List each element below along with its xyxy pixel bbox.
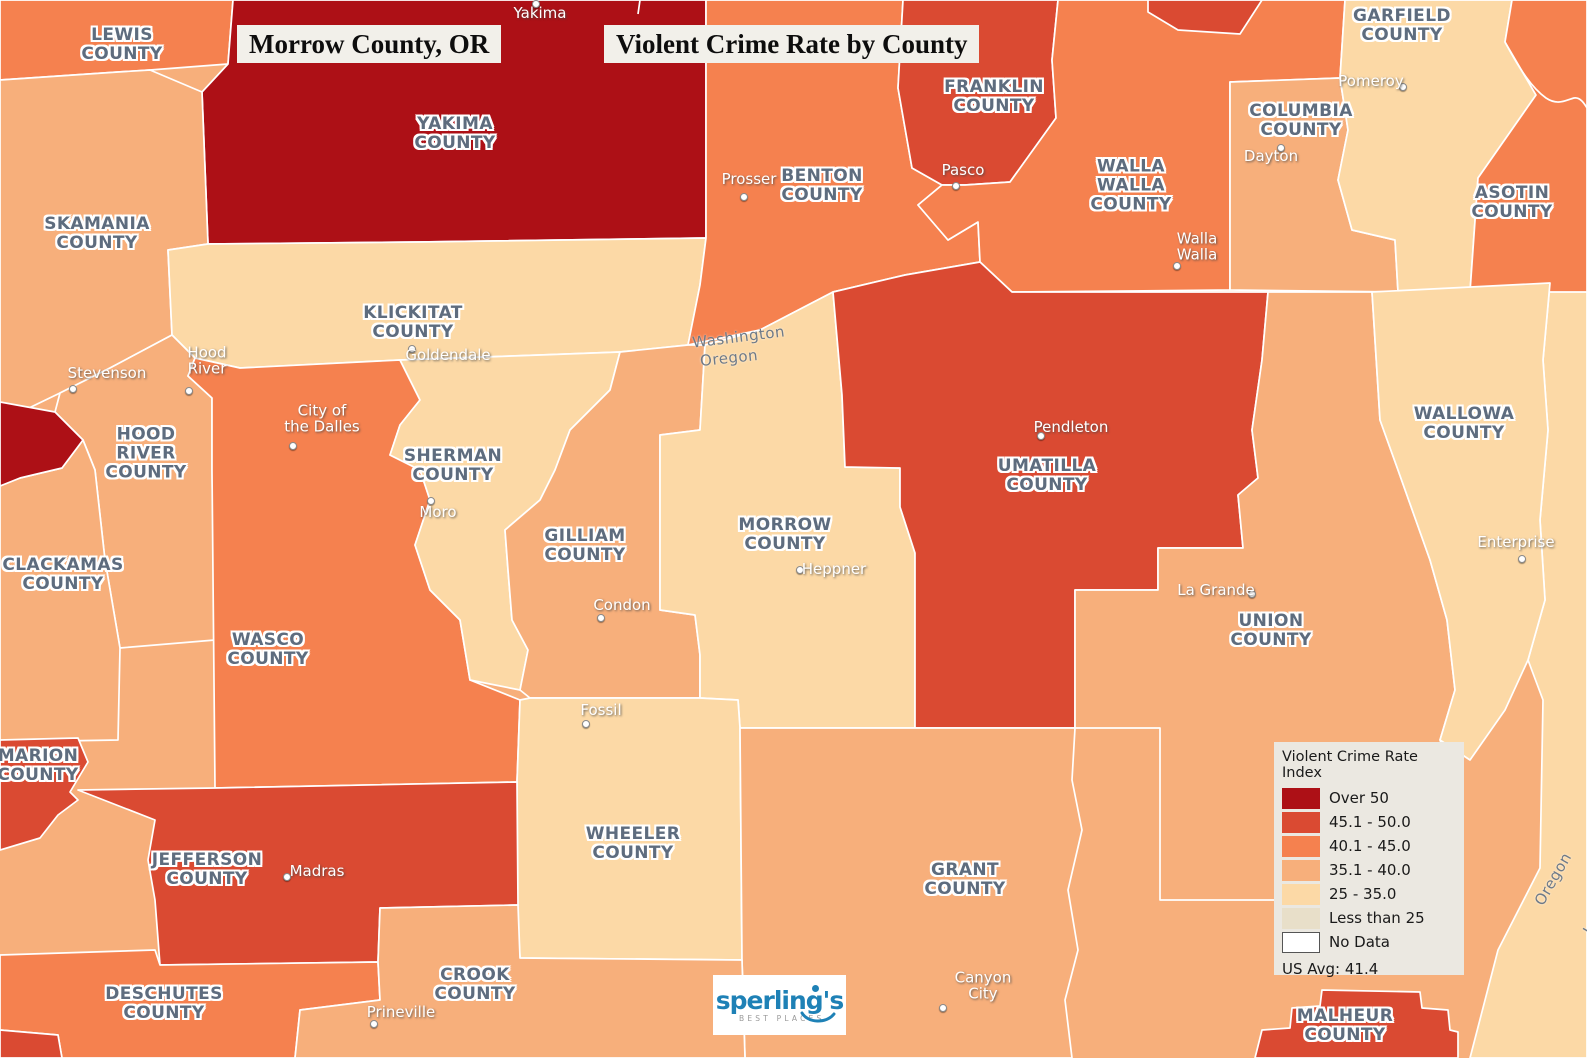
legend-swatch-25-35 bbox=[1282, 883, 1320, 905]
map-title-metric: Violent Crime Rate by County bbox=[604, 25, 980, 63]
legend-swatch-35-40 bbox=[1282, 859, 1320, 881]
city-dot-condon bbox=[597, 614, 605, 622]
snake-river-line bbox=[1504, 41, 1587, 109]
city-dot-la-grande bbox=[1248, 590, 1256, 598]
region-north-red-shape[interactable] bbox=[1147, 0, 1263, 35]
city-dot-prosser bbox=[740, 193, 748, 201]
county-marion-shape[interactable] bbox=[0, 737, 89, 851]
sperlings-tagline: BEST PLACES bbox=[739, 1013, 825, 1023]
city-dot-canyon-city bbox=[939, 1004, 947, 1012]
legend: Violent Crime Rate Index Over 50 45.1 - … bbox=[1274, 742, 1464, 978]
city-dot-goldendale bbox=[408, 345, 416, 353]
city-dot-pendleton bbox=[1037, 432, 1045, 440]
city-dot-yakima bbox=[532, 0, 540, 8]
city-dot-enterprise bbox=[1518, 555, 1526, 563]
region-west-dark-red-shape[interactable] bbox=[0, 401, 84, 487]
logo-swoosh-icon bbox=[800, 1011, 836, 1023]
county-wallowa-shape[interactable] bbox=[1371, 282, 1551, 761]
city-dot-pomeroy bbox=[1399, 83, 1407, 91]
region-southwest-red-shape[interactable] bbox=[0, 1029, 63, 1058]
city-dot-stevenson bbox=[69, 385, 77, 393]
legend-row: No Data bbox=[1282, 930, 1456, 954]
legend-us-average: US Avg: 41.4 bbox=[1282, 960, 1379, 978]
legend-swatch-45-50 bbox=[1282, 811, 1320, 833]
sperlings-logo[interactable]: sperling's BEST PLACES bbox=[713, 975, 846, 1035]
legend-swatch-no-data bbox=[1282, 931, 1320, 953]
legend-row: Less than 25 bbox=[1282, 906, 1456, 930]
city-dot-madras bbox=[283, 873, 291, 881]
legend-swatch-over-50 bbox=[1282, 787, 1320, 809]
legend-label: 40.1 - 45.0 bbox=[1329, 837, 1411, 855]
legend-row: 35.1 - 40.0 bbox=[1282, 858, 1456, 882]
legend-swatch-40-45 bbox=[1282, 835, 1320, 857]
county-klickitat-shape[interactable] bbox=[167, 237, 707, 369]
map-pin-icon bbox=[812, 985, 819, 992]
sperlings-wordmark: sperling's bbox=[715, 985, 844, 1015]
county-malheur-shape[interactable] bbox=[1254, 989, 1459, 1058]
city-dot-fossil bbox=[582, 720, 590, 728]
legend-label: Less than 25 bbox=[1329, 909, 1425, 927]
legend-row: 45.1 - 50.0 bbox=[1282, 810, 1456, 834]
legend-swatch-less-25 bbox=[1282, 907, 1320, 929]
county-wheeler-shape[interactable] bbox=[516, 697, 743, 961]
city-dot-dayton bbox=[1277, 144, 1285, 152]
city-dot-heppner bbox=[796, 566, 804, 574]
legend-row: 25 - 35.0 bbox=[1282, 882, 1456, 906]
city-dot-moro bbox=[427, 497, 435, 505]
city-dot-walla-walla bbox=[1173, 262, 1181, 270]
legend-label: 35.1 - 40.0 bbox=[1329, 861, 1411, 879]
city-dot-prineville bbox=[370, 1020, 378, 1028]
legend-title: Violent Crime Rate Index bbox=[1282, 749, 1418, 781]
legend-row: Over 50 bbox=[1282, 786, 1456, 810]
city-dot-the-dalles bbox=[289, 442, 297, 450]
city-dot-pasco bbox=[952, 182, 960, 190]
legend-label: 45.1 - 50.0 bbox=[1329, 813, 1411, 831]
map-tick-line bbox=[637, 0, 641, 15]
legend-label: No Data bbox=[1329, 933, 1390, 951]
legend-label: 25 - 35.0 bbox=[1329, 885, 1397, 903]
legend-label: Over 50 bbox=[1329, 789, 1389, 807]
legend-row: 40.1 - 45.0 bbox=[1282, 834, 1456, 858]
map-title-county: Morrow County, OR bbox=[237, 25, 502, 63]
city-dot-hood-river bbox=[185, 387, 193, 395]
